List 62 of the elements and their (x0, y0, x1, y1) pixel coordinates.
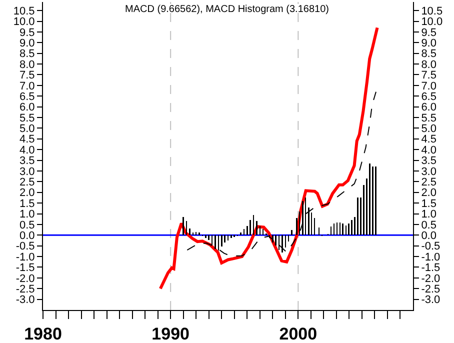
y2-tick-label: 1.5 (421, 198, 436, 210)
y-tick-label: 9.0 (20, 37, 35, 50)
y-tick-label: 0.5 (20, 219, 35, 232)
y-tick-label: 1.5 (20, 198, 35, 210)
y2-tick-label: 5.0 (421, 123, 436, 136)
y-tick-label: 6.0 (20, 102, 35, 114)
y-tick-label: 7.0 (20, 80, 35, 92)
y2-tick-label: 8.5 (421, 48, 436, 60)
y-tick-label: 3.0 (20, 166, 35, 178)
y2-tick-label: 7.0 (421, 80, 436, 92)
y2-tick-label: 1.0 (421, 208, 436, 221)
y2-tick-label: 2.0 (421, 187, 436, 200)
x-tick-label: 1980 (24, 324, 62, 343)
y2-tick-label: -2.5 (421, 283, 440, 296)
chart-title: MACD (9.66562), MACD Histogram (3.16810) (125, 4, 329, 16)
y2-tick-label: 10.0 (421, 16, 443, 28)
y-tick-label: -2.5 (16, 283, 35, 296)
y2-tick-label: 6.0 (421, 102, 436, 114)
y-tick-label: -3.0 (16, 294, 35, 306)
y-tick-label: -0.5 (16, 240, 35, 253)
y2-tick-label: 2.5 (421, 176, 436, 189)
x-tick-label: 2000 (279, 324, 318, 343)
y-tick-label: 3.5 (20, 155, 35, 168)
y2-tick-label: -1.5 (421, 262, 440, 274)
y2-tick-label: 0.5 (421, 219, 436, 232)
y2-tick-label: -3.0 (421, 294, 440, 306)
y2-tick-label: 3.5 (421, 155, 436, 168)
y2-tick-label: -1.0 (421, 251, 440, 264)
y2-tick-label: 4.0 (421, 144, 436, 156)
y-tick-label: 6.5 (20, 90, 35, 103)
y-tick-label: 10.0 (13, 16, 35, 28)
y-tick-label: 9.5 (20, 26, 35, 39)
y-tick-label: 2.5 (20, 176, 35, 189)
y2-tick-label: 3.0 (421, 166, 436, 178)
y2-tick-label: -0.5 (421, 240, 440, 253)
y-tick-label: 1.0 (20, 208, 35, 221)
y-tick-label: 5.0 (20, 123, 35, 136)
y-tick-label: -2.0 (16, 272, 35, 285)
y2-tick-label: 9.0 (421, 37, 436, 50)
y2-tick-label: 10.5 (421, 5, 443, 18)
y-tick-label: 4.5 (20, 134, 35, 146)
y-tick-label: 2.0 (20, 187, 35, 200)
y2-tick-label: 6.5 (421, 90, 436, 103)
y-tick-label: -1.5 (16, 262, 35, 274)
y-tick-label: 10.5 (13, 5, 35, 18)
y-tick-label: 0.0 (20, 230, 35, 242)
y-tick-label: 5.5 (20, 112, 35, 124)
y-tick-label: 8.0 (20, 58, 35, 71)
y2-tick-label: -2.0 (421, 272, 440, 285)
line-series (158, 26, 379, 290)
line-series (186, 91, 376, 256)
y-tick-label: 4.0 (20, 144, 35, 156)
y2-tick-label: 7.5 (421, 70, 436, 82)
y2-tick-label: 9.5 (421, 26, 436, 39)
y-tick-label: 7.5 (20, 70, 35, 82)
y-tick-label: 8.5 (20, 48, 35, 60)
y2-tick-label: 8.0 (421, 58, 436, 71)
y2-tick-label: 4.5 (421, 134, 436, 146)
y-tick-label: -1.0 (16, 251, 35, 264)
y2-tick-label: 5.5 (421, 112, 436, 124)
y2-tick-label: 0.0 (421, 230, 436, 242)
x-tick-label: 1990 (152, 324, 190, 343)
